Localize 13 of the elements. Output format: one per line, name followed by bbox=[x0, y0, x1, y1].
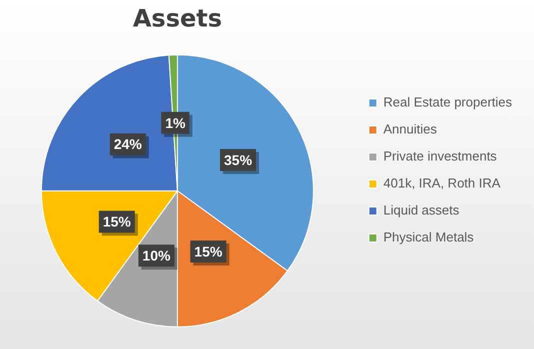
legend-label: Private investments bbox=[383, 148, 498, 164]
data-label: 1% bbox=[165, 114, 186, 131]
legend-label: Real Estate properties bbox=[383, 94, 512, 110]
data-label: 15% bbox=[102, 214, 132, 230]
chart-title: Assets bbox=[132, 4, 222, 33]
legend-label: Annuities bbox=[383, 122, 438, 137]
data-label: 15% bbox=[194, 243, 223, 260]
data-label: 35% bbox=[224, 152, 253, 168]
data-label: 10% bbox=[142, 247, 171, 264]
data-label: 24% bbox=[114, 136, 142, 152]
legend-label: 401k, IRA, Roth IRA bbox=[383, 176, 501, 191]
legend-label: Physical Metals bbox=[383, 230, 474, 245]
legend-label: Liquid assets bbox=[383, 202, 460, 218]
